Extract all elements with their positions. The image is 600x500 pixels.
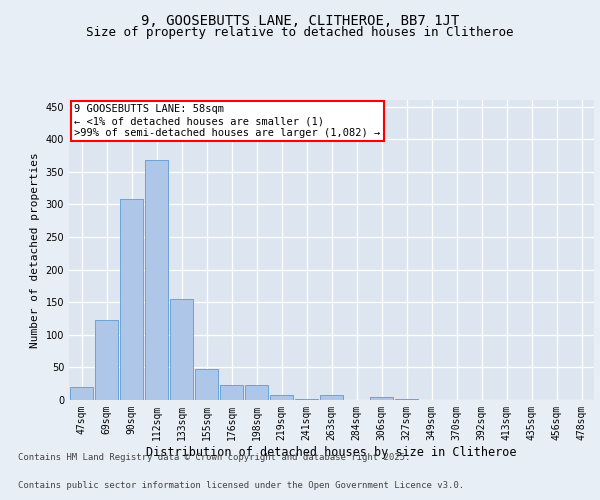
X-axis label: Distribution of detached houses by size in Clitheroe: Distribution of detached houses by size …	[146, 446, 517, 458]
Text: Size of property relative to detached houses in Clitheroe: Size of property relative to detached ho…	[86, 26, 514, 39]
Bar	[220, 385, 243, 400]
Text: Contains HM Land Registry data © Crown copyright and database right 2025.: Contains HM Land Registry data © Crown c…	[18, 454, 410, 462]
Bar	[245, 385, 268, 400]
Bar	[120, 199, 143, 400]
Text: Contains public sector information licensed under the Open Government Licence v3: Contains public sector information licen…	[18, 481, 464, 490]
Bar	[320, 395, 343, 400]
Bar	[170, 299, 193, 400]
Text: 9 GOOSEBUTTS LANE: 58sqm
← <1% of detached houses are smaller (1)
>99% of semi-d: 9 GOOSEBUTTS LANE: 58sqm ← <1% of detach…	[74, 104, 380, 138]
Y-axis label: Number of detached properties: Number of detached properties	[30, 152, 40, 348]
Bar	[195, 368, 218, 400]
Bar	[395, 398, 418, 400]
Bar	[370, 396, 393, 400]
Bar	[70, 387, 93, 400]
Text: 9, GOOSEBUTTS LANE, CLITHEROE, BB7 1JT: 9, GOOSEBUTTS LANE, CLITHEROE, BB7 1JT	[141, 14, 459, 28]
Bar	[270, 395, 293, 400]
Bar	[295, 398, 318, 400]
Bar	[95, 320, 118, 400]
Bar	[145, 160, 168, 400]
